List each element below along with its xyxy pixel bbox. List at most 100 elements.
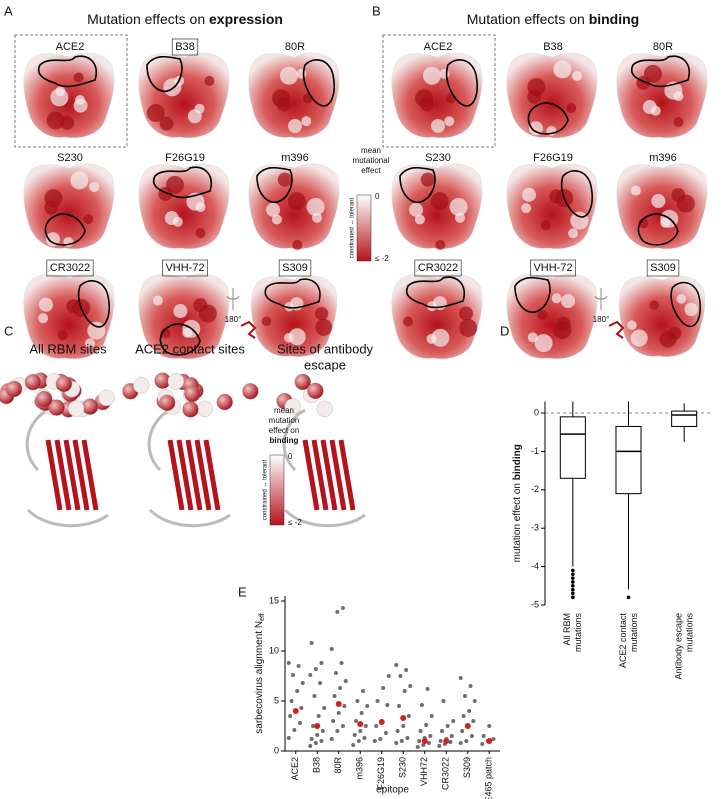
data-point [286,661,291,665]
surface-patch [85,338,96,349]
surface-patch [568,228,579,239]
data-point [426,741,431,745]
surface-patch [420,172,435,187]
site-sphere [196,400,213,417]
epitope-outline [152,166,212,199]
data-point [491,737,496,741]
y-axis-label: mutation effect on binding [512,444,523,562]
molecule-surface [248,52,340,138]
data-point [322,706,327,710]
y-tick-label: -2 [531,484,539,494]
data-point [313,741,318,745]
surface-patch [651,194,666,209]
data-point [438,739,443,743]
data-point [308,673,313,677]
structure-label: S309 [650,262,676,274]
surface-patch [444,116,455,127]
outlier [571,572,575,577]
data-point [329,737,334,741]
data-point [429,714,434,718]
colorbar-title: mutational [353,156,390,165]
surface-patch [534,334,553,353]
helix [147,408,231,528]
data-point [375,699,380,703]
x-tick-label: E465 patch [484,757,494,799]
surface-patch [527,332,538,343]
data-point [319,661,324,665]
structure-label: CR3022 [50,262,90,274]
colorbar-title: binding [270,436,299,445]
surface-patch [572,70,583,81]
site-sphere [182,401,199,418]
beta-strand [63,439,81,511]
ribbon-structure [242,373,366,528]
label-box [530,259,576,277]
surface-patch [272,89,291,108]
site-sphere [55,375,73,393]
data-point [440,729,445,733]
data-point [402,689,407,693]
box [615,425,642,495]
beta-strand [311,439,329,511]
glycan [240,320,257,339]
epitope-outline [527,102,569,135]
data-point [448,740,453,744]
data-point [464,739,469,743]
structure-label: F26G19 [533,152,573,164]
data-point [378,737,383,741]
data-point [451,719,456,723]
box [559,416,586,479]
data-point [383,731,388,735]
surface-patch [409,202,424,217]
outlier [571,568,575,573]
site-sphere [36,390,53,408]
surface-patch [676,294,687,304]
surface-patch [415,89,434,108]
data-point [372,739,377,743]
data-point [359,711,364,715]
data-point [333,671,338,675]
data-point [472,699,477,703]
label-box [46,259,94,277]
data-point [316,714,321,718]
data-point [335,610,340,614]
surface-patch [439,68,450,79]
surface-patch [73,72,84,83]
panel-title: Mutation effects on binding [467,11,639,27]
title-bold: binding [589,11,640,27]
surface-patch [89,181,100,192]
data-point [397,704,402,708]
surface-patch [315,318,333,336]
x-tick-label: m396 [355,757,365,780]
molecule-surface [248,163,340,250]
data-point [399,739,404,743]
x-tick-label: ACE2 [290,757,300,781]
surface-patch [676,194,695,213]
data-point [352,733,357,737]
data-point [418,729,423,733]
surface-patch [643,64,662,83]
surface-patch [521,203,532,214]
median-point [464,723,471,729]
surface-patch [449,197,468,216]
beta-strand [194,439,212,511]
x-tick-label: Antibody escape [674,613,684,680]
surface-patch [279,66,298,85]
surface-patch [288,119,302,133]
data-point [437,744,442,748]
rotation-label: 180° [225,315,242,324]
data-point [358,729,363,733]
outlier [571,580,575,584]
x-tick-label: S309 [462,757,472,778]
surface-patch [182,327,193,338]
surface-patch [146,104,165,123]
structure-label: 80R [653,41,673,53]
data-point [417,739,422,743]
helix [25,408,109,528]
data-point [394,741,399,745]
data-point [374,724,379,728]
colorbar [356,194,372,262]
median-point [400,715,407,721]
structure-label: m396 [649,152,677,164]
median-point [357,721,364,727]
